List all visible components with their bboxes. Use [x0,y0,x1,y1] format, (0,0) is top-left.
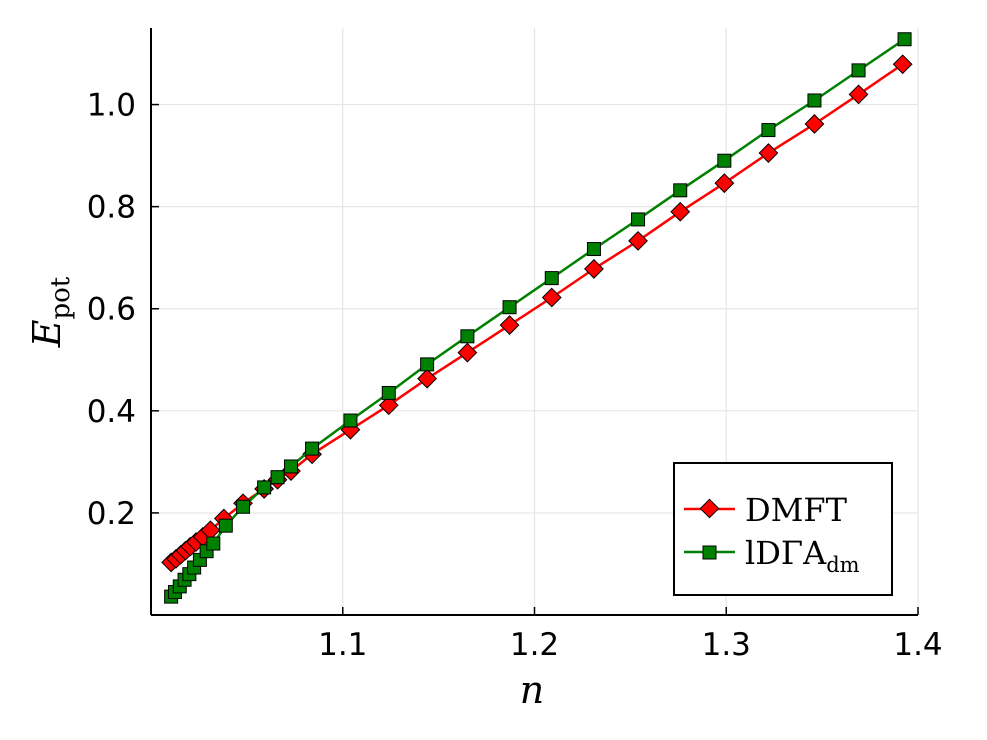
data-point [343,413,358,428]
data-point [804,114,825,134]
data-point [502,300,517,315]
data-point [717,153,732,168]
y-axis-label-main: E [25,319,69,348]
legend-label-dmft: DMFT [745,491,848,529]
data-point [420,357,435,372]
data-point [892,54,913,75]
data-point [236,499,251,514]
grid [151,28,919,615]
legend-label-ldga-sub: dm [826,553,859,577]
data-point [218,518,233,533]
data-point [807,93,822,108]
tick-labels: 1.1 1.2 1.3 1.4 0.2 0.4 0.6 0.8 1.0 [87,88,943,663]
data-point [631,212,646,227]
data-point [584,259,604,279]
data-point [417,368,438,389]
y-tick-label: 0.4 [87,394,136,430]
legend-box [673,462,893,596]
y-tick-label: 0.6 [87,292,136,328]
series [161,32,913,604]
data-point [761,123,776,138]
series-dmft [161,54,913,573]
data-point [714,173,735,194]
legend: DMFT lDΓAdm [673,462,893,596]
data-point [378,395,399,416]
data-point [206,536,221,551]
x-axis-label: n [520,668,544,712]
data-point [670,201,691,222]
data-point [381,385,396,400]
data-point [257,480,272,495]
legend-marker-ldga [702,545,717,560]
y-tick-label: 0.2 [87,496,136,532]
data-point [851,63,866,78]
series-ldga [164,32,912,604]
y-axis-label-sub: pot [46,276,76,319]
x-tick-label: 1.2 [510,627,559,663]
data-point [305,441,320,456]
data-point [457,342,478,363]
x-tick-label: 1.4 [893,627,942,663]
svg-text:Epot: Epot [25,276,76,348]
data-point [758,143,779,163]
data-point [544,271,559,286]
data-point [586,242,601,257]
data-point [628,230,648,251]
data-point [541,287,562,308]
data-point [673,183,688,198]
data-point [200,520,221,541]
legend-label-ldga: lDΓAdm [745,534,860,577]
data-point [460,329,475,344]
data-point [499,315,520,335]
x-tick-label: 1.3 [702,627,751,663]
y-axis-label: Epot [25,276,76,348]
legend-marker-dmft [699,498,720,519]
data-point [270,470,285,485]
data-point [283,459,298,474]
axes [150,28,919,616]
legend-label-ldga-main: lDΓA [745,534,827,572]
x-tick-label: 1.1 [318,627,367,663]
y-tick-label: 0.8 [87,190,136,226]
data-point [848,84,869,105]
y-tick-label: 1.0 [87,88,136,124]
data-point [897,32,912,47]
